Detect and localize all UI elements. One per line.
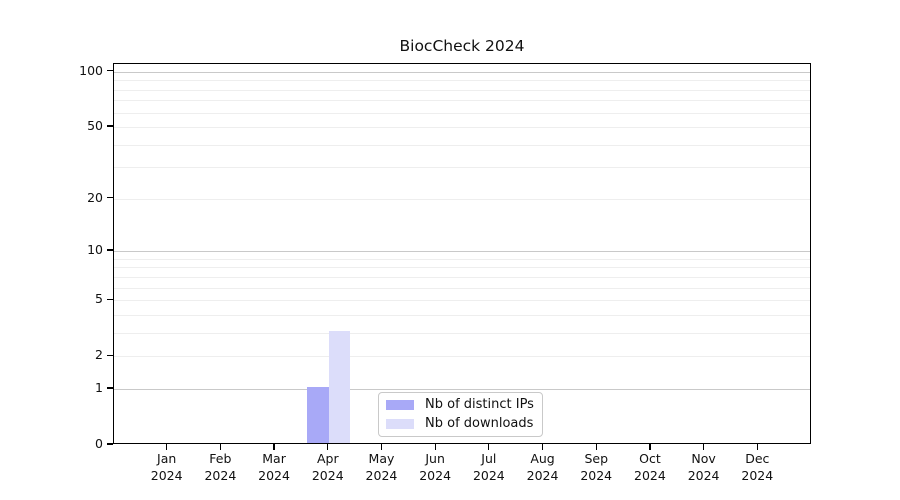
x-tick-mark [380, 444, 383, 450]
gridline-minor [114, 144, 810, 146]
y-tick-label: 5 [95, 291, 103, 307]
y-tick-mark [107, 298, 113, 300]
x-tick-mark [541, 444, 544, 450]
x-tick-mark [166, 444, 168, 450]
x-tick-label: Aug 2024 [526, 451, 559, 483]
gridline-minor [114, 112, 810, 114]
gridline-minor [114, 356, 810, 358]
x-tick-label: Sep 2024 [580, 451, 613, 483]
grid-layer [114, 64, 810, 443]
x-tick-mark [434, 444, 436, 450]
gridline-minor [114, 198, 810, 200]
x-tick-label: Apr 2024 [311, 451, 344, 483]
gridline-minor [114, 267, 810, 269]
y-tick-mark [107, 70, 113, 72]
gridline-minor [114, 100, 810, 102]
x-tick-label: Oct 2024 [634, 451, 666, 483]
x-tick-mark [273, 444, 275, 450]
y-tick-label: 1 [95, 379, 103, 395]
gridline-minor [114, 80, 810, 82]
legend: Nb of distinct IPs Nb of downloads [378, 392, 543, 437]
y-tick-label: 0 [95, 436, 103, 451]
legend-item-downloads: Nb of downloads [386, 415, 535, 433]
x-tick-label: Feb 2024 [204, 451, 237, 483]
x-tick-mark [488, 444, 490, 450]
x-tick-label: Jun 2024 [419, 451, 452, 483]
y-tick-mark [107, 443, 113, 445]
x-tick-mark [595, 444, 597, 450]
gridline-minor [114, 89, 810, 91]
gridline-major [114, 388, 810, 390]
x-tick-label: Jul 2024 [472, 451, 505, 483]
y-tick-mark [107, 125, 113, 127]
gridline-major [114, 251, 810, 253]
gridline-minor [114, 167, 810, 169]
x-tick-label: Dec 2024 [741, 451, 774, 483]
x-tick-mark [649, 444, 651, 450]
x-tick-mark [327, 444, 329, 450]
plot-area: Nb of distinct IPs Nb of downloads [113, 63, 811, 444]
y-tick-mark [107, 249, 113, 251]
x-tick-label: Nov 2024 [687, 451, 720, 483]
legend-label-downloads: Nb of downloads [425, 416, 534, 431]
y-tick-label: 2 [95, 347, 103, 363]
gridline-minor [114, 332, 810, 334]
bar-distinct-ips [307, 386, 329, 443]
x-tick-label: Jan 2024 [150, 451, 183, 483]
x-tick-mark [703, 444, 705, 450]
y-tick-label: 50 [87, 118, 103, 134]
legend-swatch-downloads [386, 419, 414, 429]
x-tick-label: May 2024 [365, 451, 398, 483]
gridline-major [114, 71, 810, 73]
gridline-minor [114, 300, 810, 302]
bar-layer [114, 64, 810, 443]
y-tick-mark [107, 354, 113, 356]
legend-label-distinct-ips: Nb of distinct IPs [425, 397, 534, 412]
x-tick-mark [219, 444, 221, 450]
legend-item-distinct-ips: Nb of distinct IPs [386, 396, 535, 414]
chart-title: BiocCheck 2024 [399, 37, 525, 55]
x-tick-mark [756, 444, 758, 450]
x-tick-label: Mar 2024 [258, 451, 290, 483]
gridline-minor [114, 287, 810, 289]
y-tick-label: 20 [87, 189, 103, 205]
legend-swatch-distinct-ips [386, 400, 414, 410]
y-tick-label: 10 [87, 242, 103, 258]
bar-downloads [328, 330, 351, 443]
y-tick-label: 100 [79, 62, 103, 78]
gridline-minor [114, 276, 810, 278]
gridline-minor [114, 127, 810, 129]
gridline-minor [114, 258, 810, 260]
gridline-minor [114, 314, 810, 316]
y-tick-mark [107, 387, 113, 389]
y-tick-mark [107, 197, 113, 199]
